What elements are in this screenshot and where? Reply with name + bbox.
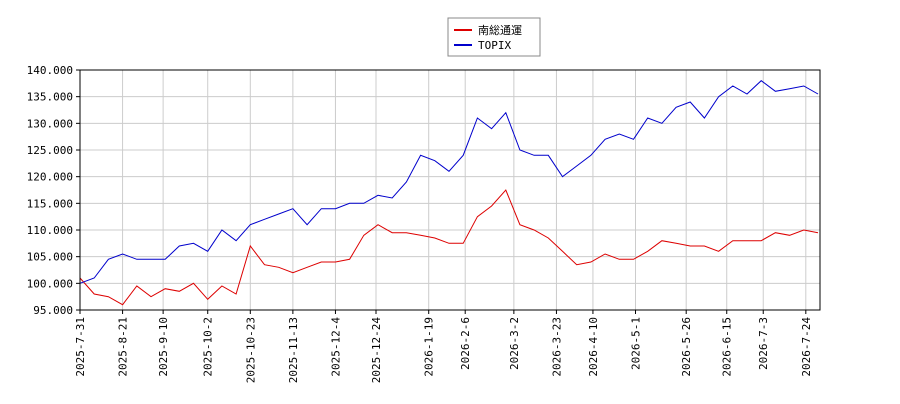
grid — [79, 69, 820, 311]
y-tick-label: 110.000 — [27, 224, 73, 237]
y-tick-label: 120.000 — [27, 171, 73, 184]
plot-frame — [79, 69, 821, 311]
x-tick-label: 2026-1-19 — [423, 317, 436, 377]
legend-entries: 南総通運 TOPIX — [454, 23, 522, 52]
y-tick-label: 100.000 — [27, 277, 73, 290]
x-tick-label: 2026-5-26 — [680, 317, 693, 377]
series-line — [79, 80, 819, 284]
x-tick-label: 2026-7-24 — [800, 317, 813, 377]
y-tick-label: 115.000 — [27, 197, 73, 210]
x-tick-label: 2025-9-10 — [157, 317, 170, 377]
y-tick-label: 95.000 — [33, 304, 73, 317]
x-tick-label: 2025-11-13 — [287, 317, 300, 383]
axes: 95.000 100.000 105.000 110.000 115.000 120.00… — [27, 64, 813, 383]
y-tick-label: 130.000 — [27, 117, 73, 130]
legend-label: 南総通運 — [478, 23, 522, 37]
plot-area — [80, 70, 820, 310]
x-tick-label: 2026-5-1 — [630, 317, 643, 370]
x-tick-label: 2026-2-6 — [459, 317, 472, 370]
x-tick-label: 2025-10-2 — [202, 317, 215, 377]
x-tick-label: 2025-12-24 — [370, 317, 383, 384]
x-tick-label: 2026-3-2 — [508, 317, 521, 370]
legend — [447, 17, 541, 57]
y-tick-label: 105.000 — [27, 251, 73, 264]
x-tick-label: 2025-7-31 — [74, 317, 87, 377]
y-tick-label: 135.000 — [27, 91, 73, 104]
x-tick-label: 2026-4-10 — [587, 317, 600, 377]
lines — [79, 80, 819, 306]
x-tick-label: 2026-7-3 — [757, 317, 770, 370]
x-tick-label: 2026-6-15 — [721, 317, 734, 377]
legend-label: TOPIX — [478, 39, 511, 52]
y-tick-label: 125.000 — [27, 144, 73, 157]
y-tick-label: 140.000 — [27, 64, 73, 77]
x-tick-label: 2026-3-23 — [550, 317, 563, 377]
x-tick-label: 2025-10-23 — [244, 317, 257, 383]
x-tick-label: 2025-8-21 — [117, 317, 130, 377]
x-tick-label: 2025-12-4 — [329, 317, 342, 377]
series-line — [79, 189, 819, 306]
